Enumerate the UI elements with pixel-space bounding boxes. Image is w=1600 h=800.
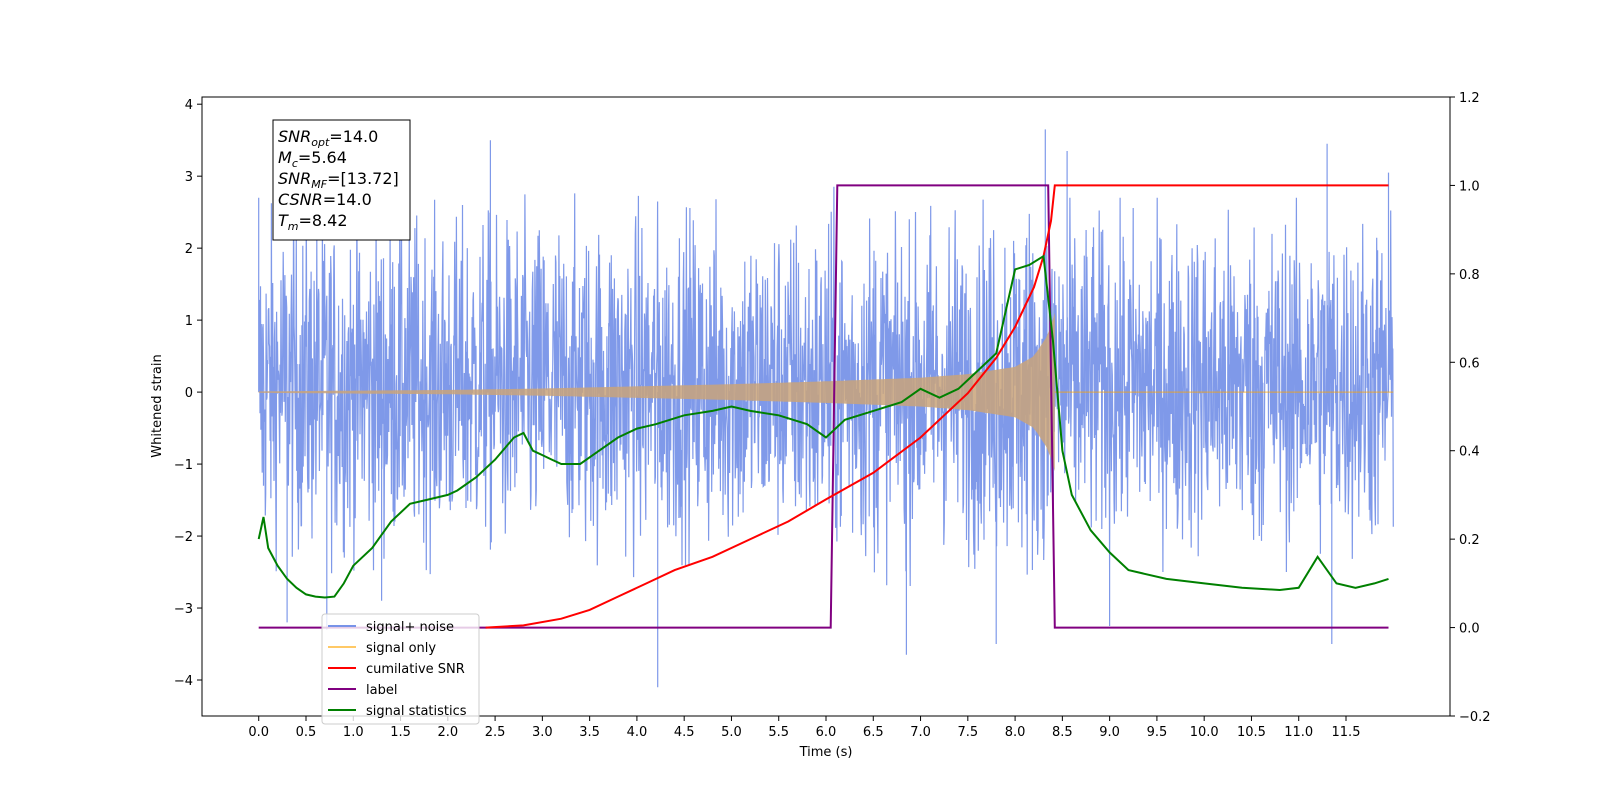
x-axis-title: Time (s) (799, 745, 853, 760)
y2-tick-label: 1.0 (1459, 179, 1480, 194)
x-tick-label: 0.0 (248, 725, 269, 740)
annotation-symbol: SNR (278, 169, 311, 188)
x-tick-label: 5.0 (721, 725, 742, 740)
x-tick-label: 1.0 (343, 725, 364, 740)
x-tick-label: 0.5 (296, 725, 317, 740)
y-tick-label: 0 (185, 386, 193, 401)
x-tick-label: 7.0 (910, 725, 931, 740)
x-tick-label: 8.0 (1005, 725, 1026, 740)
x-tick-label: 2.5 (485, 725, 506, 740)
y-tick-label: −4 (174, 674, 193, 689)
annotation-value: =14.0 (329, 127, 378, 146)
annotation-symbol: T (278, 211, 289, 230)
x-tick-label: 4.5 (674, 725, 695, 740)
legend-entry-label: signal only (366, 641, 436, 656)
x-tick-label: 6.0 (816, 725, 837, 740)
annotation-line: CSNR=14.0 (278, 190, 372, 209)
x-tick-label: 8.5 (1052, 725, 1073, 740)
y-axis-title: Whitened strain (150, 354, 165, 457)
stats-annotation-box: SNRopt=14.0Mc=5.64SNRMF=[13.72]CSNR=14.0… (272, 119, 411, 241)
y-axis-right: 1.2 1.0 0.8 0.6 0.4 0.2 0.0 −0.2 (1450, 91, 1491, 725)
legend: signal+ noise signal only cumilative SNR la… (321, 613, 480, 725)
x-tick-label: 9.0 (1099, 725, 1120, 740)
legend-entry-label: signal statistics (366, 704, 467, 719)
legend-entry-label: signal+ noise (366, 620, 454, 635)
x-tick-label: 11.0 (1284, 725, 1313, 740)
x-tick-label: 5.5 (768, 725, 789, 740)
legend-entry-label: label (366, 683, 397, 698)
y-tick-label: −1 (174, 458, 193, 473)
annotation-line: SNRMF=[13.72] (278, 169, 399, 191)
x-tick-label: 10.5 (1237, 725, 1266, 740)
y-axis-left: 4 3 2 1 0 −1 −2 −3 −4 (174, 98, 202, 689)
annotation-line: SNRopt=14.0 (278, 127, 378, 149)
y-tick-label: 4 (185, 98, 193, 113)
x-tick-label: 2.0 (437, 725, 458, 740)
y2-tick-label: −0.2 (1459, 710, 1491, 725)
x-tick-label: 3.5 (579, 725, 600, 740)
y2-tick-label: 0.8 (1459, 268, 1480, 283)
annotation-value: =8.42 (299, 211, 348, 230)
x-tick-label: 10.0 (1190, 725, 1219, 740)
annotation-value: =5.64 (298, 148, 347, 167)
y2-tick-label: 0.0 (1459, 622, 1480, 637)
series-layer (257, 129, 1394, 688)
annotation-value: =14.0 (323, 190, 372, 209)
y2-tick-label: 0.6 (1459, 356, 1480, 371)
series-signal-only-envelope (258, 312, 1055, 472)
x-tick-label: 7.5 (957, 725, 978, 740)
x-tick-label: 11.5 (1332, 725, 1361, 740)
x-tick-label: 3.0 (532, 725, 553, 740)
x-tick-label: 9.5 (1147, 725, 1168, 740)
y2-tick-label: 0.4 (1459, 445, 1480, 460)
series-signal-noise-line (258, 129, 1394, 688)
y-tick-label: 1 (185, 314, 193, 329)
annotation-subscript: opt (311, 136, 330, 149)
y-tick-label: 2 (185, 242, 193, 257)
annotation-line: Tm=8.42 (278, 211, 348, 233)
x-tick-label: 1.5 (390, 725, 411, 740)
y2-tick-label: 0.2 (1459, 533, 1480, 548)
y-tick-label: 3 (185, 170, 193, 185)
legend-frame (321, 613, 480, 725)
x-tick-label: 6.5 (863, 725, 884, 740)
y2-tick-label: 1.2 (1459, 91, 1480, 106)
series-label-line (258, 184, 1389, 629)
y-tick-label: −3 (174, 602, 193, 617)
annotation-frame (272, 119, 411, 241)
annotation-subscript: c (292, 157, 298, 170)
series-cumulative-snr-line (485, 184, 1389, 629)
series-signal-statistics-line (257, 254, 1389, 599)
x-axis: 0.0 0.5 1.0 1.5 2.0 2.5 3.0 3.5 4.0 4.5 5.0 5.5 6.0 6… (248, 716, 1360, 740)
annotation-symbol: CSNR (278, 190, 323, 209)
x-tick-label: 4.0 (627, 725, 648, 740)
annotation-subscript: m (288, 220, 299, 233)
annotation-line: Mc=5.64 (278, 148, 347, 170)
annotation-subscript: MF (311, 178, 327, 191)
legend-entry-label: cumilative SNR (366, 662, 465, 677)
y-tick-label: −2 (174, 530, 193, 545)
annotation-value: =[13.72] (327, 169, 399, 188)
annotation-symbol: SNR (278, 127, 311, 146)
annotation-symbol: M (278, 148, 292, 167)
